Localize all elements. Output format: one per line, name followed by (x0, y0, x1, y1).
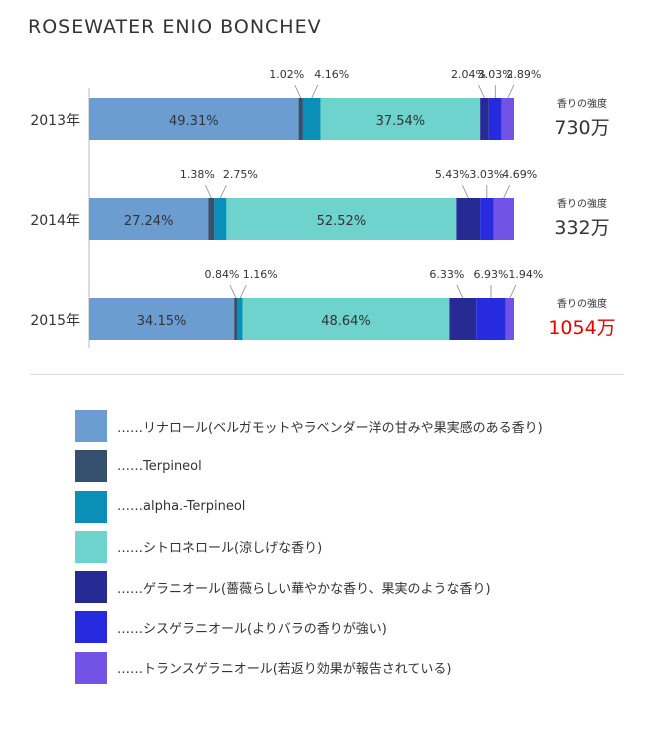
data-label: 6.93% (474, 268, 509, 281)
legend-swatch (75, 450, 107, 483)
bar-segment (89, 98, 299, 140)
bar-segment (298, 98, 303, 140)
data-label: 3.03% (469, 168, 504, 181)
data-label: 1.94% (508, 268, 543, 281)
data-label: 1.38% (180, 168, 215, 181)
leader-line (456, 284, 464, 299)
data-label: 3.03% (478, 68, 513, 81)
bar-segment (501, 98, 514, 140)
divider (30, 374, 624, 375)
leader-line (478, 84, 485, 99)
data-label: 0.84% (204, 268, 239, 281)
leader-line (507, 84, 515, 99)
bar-segment (493, 198, 514, 240)
intensity-label: 香りの強度 (557, 197, 607, 210)
leader-line (204, 184, 212, 199)
legend-item: ……シトロネロール(涼しげな香り) (75, 530, 543, 563)
data-label: 6.33% (429, 268, 464, 281)
chart-title: ROSEWATER ENIO BONCHEV (28, 16, 322, 38)
leader-line (229, 284, 237, 299)
category-label: 2015年 (30, 313, 80, 329)
legend-label: ……トランスゲラニオール(若返り効果が報告されている) (117, 662, 452, 678)
legend-label: ……リナロール(ベルガモットやラベンダー洋の甘みや果実感のある香り) (117, 420, 543, 436)
stacked-bar-chart: 2013年 49.31% 37.54%1.02% 4.16% 2.04%3.03%2.8… (30, 68, 616, 348)
bar-segment (505, 298, 514, 340)
data-label: 4.16% (314, 68, 349, 81)
legend-swatch (75, 651, 107, 684)
leader-line (311, 84, 319, 99)
bar-segment (449, 298, 477, 340)
legend-item: ……Terpineol (75, 450, 543, 483)
bar-segment (89, 298, 235, 340)
bar-segment (320, 98, 481, 140)
legend-swatch (75, 571, 107, 604)
bar-segment (476, 298, 506, 340)
intensity-label: 香りの強度 (557, 297, 607, 310)
leader-line (503, 184, 511, 199)
legend-item: ……シスゲラニオール(よりバラの香りが強い) (75, 611, 543, 644)
leader-line (239, 284, 247, 299)
category-label: 2013年 (30, 113, 80, 129)
intensity-value: 730万 (554, 117, 609, 139)
legend-label: ……ゲラニオール(薔薇らしい華やかな香り、果実のような香り) (117, 581, 491, 597)
data-label: 1.02% (269, 68, 304, 81)
bar-segment (480, 98, 489, 140)
intensity-value: 1054万 (548, 317, 615, 339)
legend-label: ……Terpineol (117, 458, 202, 474)
bar-segment (234, 298, 238, 340)
bar-segment (226, 198, 457, 240)
legend-swatch (75, 410, 107, 442)
legend-item: ……トランスゲラニオール(若返り効果が報告されている) (75, 651, 543, 684)
data-label: 27.24% (124, 214, 174, 229)
legend-swatch (75, 611, 107, 644)
legend-item: ……alpha.-Terpineol (75, 490, 543, 523)
leader-line (461, 184, 469, 199)
leader-line (294, 84, 302, 99)
legend-label: ……alpha.-Terpineol (117, 499, 246, 515)
data-label: 2.04% (451, 68, 486, 81)
data-label: 52.52% (317, 214, 367, 229)
legend-item: ……リナロール(ベルガモットやラベンダー洋の甘みや果実感のある香り) (75, 410, 543, 442)
bar-segment (480, 198, 494, 240)
bar-segment (237, 298, 243, 340)
legend-swatch (75, 490, 107, 523)
legend-label: ……シスゲラニオール(よりバラの香りが強い) (117, 621, 387, 637)
data-label: 34.15% (137, 314, 187, 329)
data-label: 5.43% (435, 168, 470, 181)
leader-line (509, 284, 517, 299)
bar-segment (456, 198, 481, 240)
bar-segment (208, 198, 215, 240)
legend: ……リナロール(ベルガモットやラベンダー洋の甘みや果実感のある香り) ……Terp… (75, 410, 543, 692)
bar-segment (242, 298, 450, 340)
intensity-value: 332万 (554, 217, 609, 239)
data-label: 37.54% (376, 114, 426, 129)
data-label: 48.64% (321, 314, 371, 329)
bar-segment (89, 198, 209, 240)
category-label: 2014年 (30, 213, 80, 229)
bar-segment (214, 198, 227, 240)
bar-segment (488, 98, 502, 140)
legend-label: ……シトロネロール(涼しげな香り) (117, 541, 323, 557)
data-label: 2.89% (506, 68, 541, 81)
data-label: 49.31% (169, 114, 219, 129)
legend-item: ……ゲラニオール(薔薇らしい華やかな香り、果実のような香り) (75, 571, 543, 604)
data-label: 2.75% (223, 168, 258, 181)
data-label: 1.16% (243, 268, 278, 281)
bar-segment (302, 98, 321, 140)
intensity-label: 香りの強度 (557, 97, 607, 110)
leader-line (220, 184, 227, 199)
data-label: 4.69% (502, 168, 537, 181)
legend-swatch (75, 530, 107, 563)
